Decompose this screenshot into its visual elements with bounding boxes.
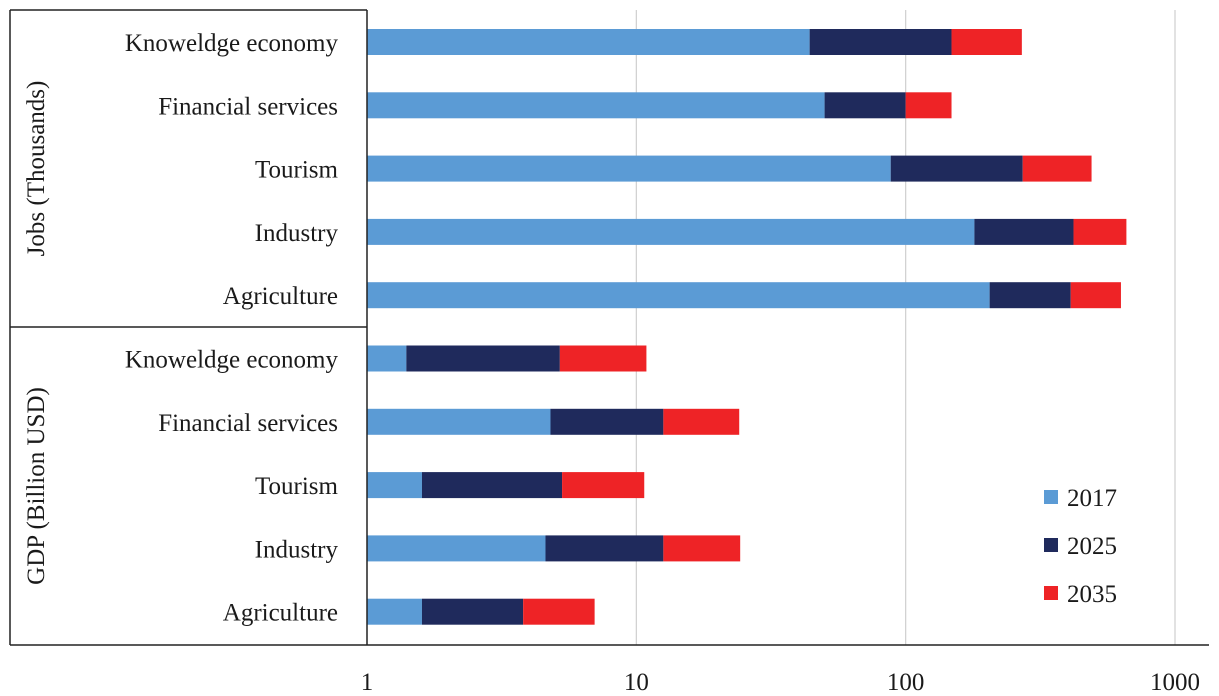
bar-segment-2025 <box>550 408 664 435</box>
bar-segment-2017 <box>367 345 407 372</box>
category-label: Agriculture <box>223 283 338 310</box>
bar-segment-2025 <box>421 598 524 625</box>
bar-segment-2025 <box>974 218 1074 245</box>
group-label: GDP (Billion USD) <box>23 387 50 585</box>
bar-segment-2017 <box>367 29 810 55</box>
legend-swatch <box>1044 490 1058 504</box>
x-tick-label: 1000 <box>1150 669 1200 696</box>
bar-segment-2025 <box>406 345 560 372</box>
axes-layer <box>9 9 1209 646</box>
x-tick-label: 1 <box>361 669 374 696</box>
bar-segment-2017 <box>367 282 990 309</box>
bar-segment-2035 <box>663 535 741 562</box>
bars-layer <box>367 29 1127 625</box>
bar-segment-2035 <box>523 598 595 625</box>
bar-segment-2035 <box>1070 282 1121 309</box>
bar-segment-2017 <box>367 598 422 625</box>
legend-swatch <box>1044 586 1058 600</box>
legend: 2017 2025 2035 <box>1044 485 1117 608</box>
category-label: Tourism <box>255 473 339 500</box>
bar-segment-2035 <box>562 472 645 499</box>
bar-segment-2025 <box>809 29 952 55</box>
bar-segment-2017 <box>367 408 551 435</box>
bar-segment-2025 <box>421 472 563 499</box>
legend-label: 2017 <box>1067 485 1117 512</box>
legend-swatch <box>1044 538 1058 552</box>
bar-segment-2025 <box>545 535 664 562</box>
category-label: Knoweldge economy <box>125 30 339 57</box>
category-label: Knoweldge economy <box>125 347 339 374</box>
category-label: Tourism <box>255 157 339 184</box>
bar-segment-2035 <box>1022 155 1092 182</box>
legend-label: 2035 <box>1067 581 1117 608</box>
bar-segment-2017 <box>367 218 975 245</box>
category-label: Industry <box>255 220 339 247</box>
bar-segment-2017 <box>367 472 422 499</box>
bar-segment-2017 <box>367 92 825 119</box>
labels-layer: 1 10 100 1000 Knoweldge economy Financial ser… <box>23 30 1200 696</box>
bar-segment-2025 <box>989 282 1071 309</box>
category-label: Industry <box>255 536 339 563</box>
bar-segment-2025 <box>890 155 1023 182</box>
category-label: Financial services <box>158 93 338 120</box>
bar-segment-2017 <box>367 155 891 182</box>
bar-segment-2035 <box>663 408 740 435</box>
legend-label: 2025 <box>1067 533 1117 560</box>
x-tick-label: 10 <box>624 669 649 696</box>
x-tick-label: 100 <box>887 669 925 696</box>
bar-segment-2025 <box>824 92 906 119</box>
bar-segment-2035 <box>1073 218 1127 245</box>
bar-segment-2017 <box>367 535 546 562</box>
category-label: Agriculture <box>223 600 338 627</box>
bar-segment-2035 <box>951 29 1022 55</box>
category-label: Financial services <box>158 410 338 437</box>
bar-segment-2035 <box>905 92 952 119</box>
group-label: Jobs (Thousands) <box>23 81 50 257</box>
bar-segment-2035 <box>559 345 647 372</box>
